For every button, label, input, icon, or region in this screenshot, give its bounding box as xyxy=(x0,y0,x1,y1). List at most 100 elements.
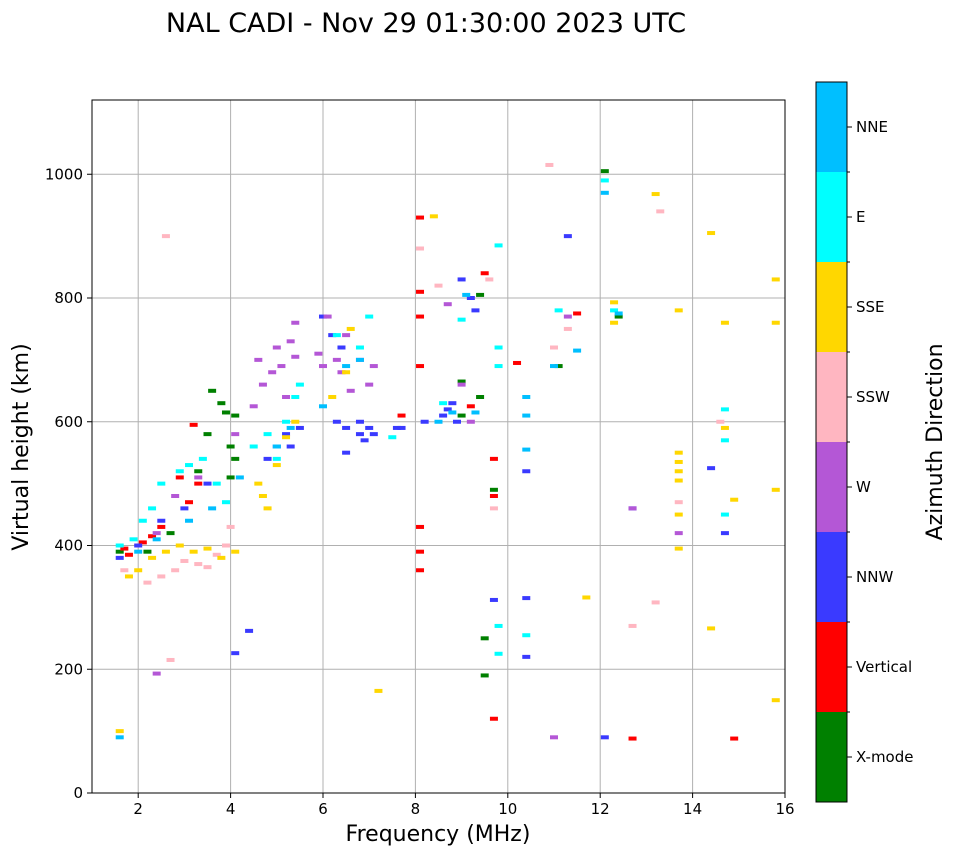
x-tick-label: 16 xyxy=(775,800,794,818)
echo-point-nnw xyxy=(355,419,364,424)
colorbar-tick-label: Vertical xyxy=(856,658,912,676)
echo-point-ssw xyxy=(221,543,230,548)
echo-point-nnw xyxy=(522,469,531,474)
echo-point-nnw xyxy=(439,413,448,418)
echo-point-vertical xyxy=(157,524,166,529)
echo-point-sse xyxy=(148,555,157,560)
echo-point-e xyxy=(494,364,503,369)
echo-point-nnw xyxy=(420,419,429,424)
echo-point-vertical xyxy=(416,568,425,573)
echo-point-nnw xyxy=(448,401,457,406)
echo-point-nne xyxy=(600,190,609,195)
colorbar-tick-label: W xyxy=(856,478,871,496)
plot-background xyxy=(92,100,785,793)
echo-point-w xyxy=(319,364,327,369)
echo-point-nne xyxy=(434,419,443,424)
echo-point-w xyxy=(337,370,346,375)
echo-point-w xyxy=(346,388,355,393)
echo-point-e xyxy=(720,407,729,412)
echo-point-nnw xyxy=(286,444,295,449)
echo-point-e xyxy=(291,395,300,399)
echo-point-nnw xyxy=(489,597,498,602)
echo-point-x-mode xyxy=(166,531,175,536)
echo-point-sse xyxy=(272,463,281,468)
echo-point-ssw xyxy=(628,623,637,628)
echo-point-nnw xyxy=(245,628,254,633)
echo-point-sse xyxy=(582,595,591,600)
echo-point-nnw xyxy=(369,432,378,437)
echo-point-e xyxy=(457,317,466,322)
echo-point-ssw xyxy=(651,600,660,605)
echo-point-nne xyxy=(462,292,471,297)
echo-point-nnw xyxy=(342,425,351,430)
echo-point-nne xyxy=(614,311,623,316)
echo-point-e xyxy=(185,463,194,468)
echo-point-x-mode xyxy=(217,401,226,406)
echo-point-w xyxy=(258,382,267,387)
echo-point-e xyxy=(157,481,166,486)
echo-point-x-mode xyxy=(231,413,240,418)
echo-point-nne xyxy=(550,364,558,369)
echo-point-ssw xyxy=(226,524,235,529)
echo-point-e xyxy=(249,444,258,449)
echo-point-w xyxy=(443,302,452,307)
echo-point-x-mode xyxy=(231,456,240,461)
echo-point-w xyxy=(171,494,180,498)
x-tick-label: 12 xyxy=(591,800,610,818)
x-tick-label: 8 xyxy=(411,800,421,818)
echo-point-w xyxy=(291,320,300,325)
echo-point-sse xyxy=(674,512,683,517)
echo-point-w xyxy=(282,395,291,399)
echo-point-nnw xyxy=(342,450,351,455)
echo-point-sse xyxy=(674,469,683,474)
y-tick-label: 200 xyxy=(54,660,83,678)
echo-point-ssw xyxy=(143,580,152,585)
echo-point-sse xyxy=(124,574,133,579)
echo-point-nnw xyxy=(365,425,374,430)
echo-point-e xyxy=(439,401,448,406)
echo-point-sse xyxy=(115,729,124,734)
echo-point-sse xyxy=(429,214,438,219)
echo-point-e xyxy=(263,432,272,437)
echo-point-sse xyxy=(328,395,337,399)
echo-point-w xyxy=(550,735,558,740)
echo-point-nne xyxy=(134,549,143,554)
echo-point-sse xyxy=(771,487,780,492)
echo-point-e xyxy=(494,651,503,656)
echo-point-vertical xyxy=(513,360,522,365)
colorbar: X-mode Vertical NNW W SSW SSE E NNE Azimuth Dir… xyxy=(815,81,948,803)
echo-point-nne xyxy=(208,506,217,511)
echo-point-nnw xyxy=(355,432,364,437)
echo-point-sse xyxy=(263,506,272,511)
echo-point-e xyxy=(554,308,563,313)
y-tick-label: 600 xyxy=(54,413,83,431)
echo-point-x-mode xyxy=(208,388,217,393)
echo-point-nnw xyxy=(115,555,124,560)
echo-point-e xyxy=(388,435,397,440)
echo-point-w xyxy=(291,354,300,359)
echo-point-e xyxy=(494,623,503,628)
echo-point-sse xyxy=(771,277,780,282)
colorbar-tick-label: NNE xyxy=(856,118,888,136)
echo-point-nne xyxy=(471,410,480,415)
echo-point-sse xyxy=(720,425,729,430)
echo-point-e xyxy=(720,438,729,443)
echo-point-nnw xyxy=(134,543,143,548)
colorbar-segment-x-mode xyxy=(816,712,847,802)
colorbar-tick-label: SSW xyxy=(856,388,890,406)
echo-point-sse xyxy=(161,549,170,554)
colorbar-frame xyxy=(815,81,848,803)
echo-point-sse xyxy=(291,419,300,424)
echo-point-vertical xyxy=(416,314,425,319)
echo-point-w xyxy=(272,345,281,350)
echo-point-e xyxy=(282,419,291,424)
echo-point-vertical xyxy=(489,716,498,721)
echo-point-x-mode xyxy=(143,549,152,554)
echo-point-ssw xyxy=(434,283,443,288)
echo-point-nnw xyxy=(295,425,304,430)
echo-point-vertical xyxy=(148,534,157,539)
echo-point-sse xyxy=(342,370,351,375)
echo-point-x-mode xyxy=(226,475,235,480)
x-tick-label: 2 xyxy=(133,800,143,818)
